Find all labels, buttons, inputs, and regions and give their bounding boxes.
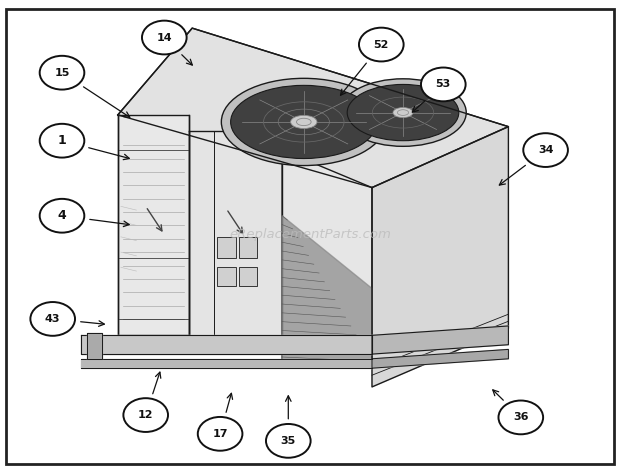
Text: 12: 12 [138, 410, 153, 420]
Polygon shape [189, 131, 282, 349]
Text: 17: 17 [212, 429, 228, 439]
Text: 4: 4 [58, 209, 66, 222]
Ellipse shape [340, 79, 466, 146]
Ellipse shape [347, 84, 459, 141]
Bar [217, 267, 236, 286]
Circle shape [40, 199, 84, 233]
Polygon shape [189, 338, 282, 347]
Text: 1: 1 [58, 134, 66, 147]
Circle shape [123, 398, 168, 432]
Circle shape [40, 124, 84, 158]
Circle shape [421, 68, 466, 101]
Polygon shape [372, 326, 508, 354]
Circle shape [30, 302, 75, 336]
Polygon shape [81, 359, 372, 368]
Bar [217, 237, 236, 258]
Text: 43: 43 [45, 314, 61, 324]
Circle shape [359, 28, 404, 61]
Text: 35: 35 [281, 436, 296, 446]
Circle shape [142, 21, 187, 54]
Text: 53: 53 [436, 79, 451, 90]
Ellipse shape [231, 85, 377, 159]
Ellipse shape [291, 115, 317, 129]
Polygon shape [372, 349, 508, 368]
Polygon shape [87, 333, 102, 359]
Text: 14: 14 [156, 32, 172, 43]
Ellipse shape [393, 107, 413, 118]
Ellipse shape [296, 118, 311, 126]
Polygon shape [372, 127, 508, 387]
Text: 15: 15 [55, 68, 69, 78]
Polygon shape [282, 216, 372, 366]
Circle shape [523, 133, 568, 167]
Text: eReplacementParts.com: eReplacementParts.com [229, 228, 391, 241]
Ellipse shape [221, 78, 386, 166]
Text: 34: 34 [538, 145, 554, 155]
Ellipse shape [397, 110, 409, 115]
Bar [239, 267, 257, 286]
Text: 36: 36 [513, 412, 528, 423]
Text: 52: 52 [374, 39, 389, 50]
Polygon shape [81, 335, 372, 354]
Circle shape [266, 424, 311, 458]
Polygon shape [118, 115, 189, 335]
Circle shape [40, 56, 84, 90]
Polygon shape [282, 150, 372, 366]
Circle shape [198, 417, 242, 451]
Polygon shape [118, 28, 508, 188]
Circle shape [498, 401, 543, 434]
Bar [239, 237, 257, 258]
